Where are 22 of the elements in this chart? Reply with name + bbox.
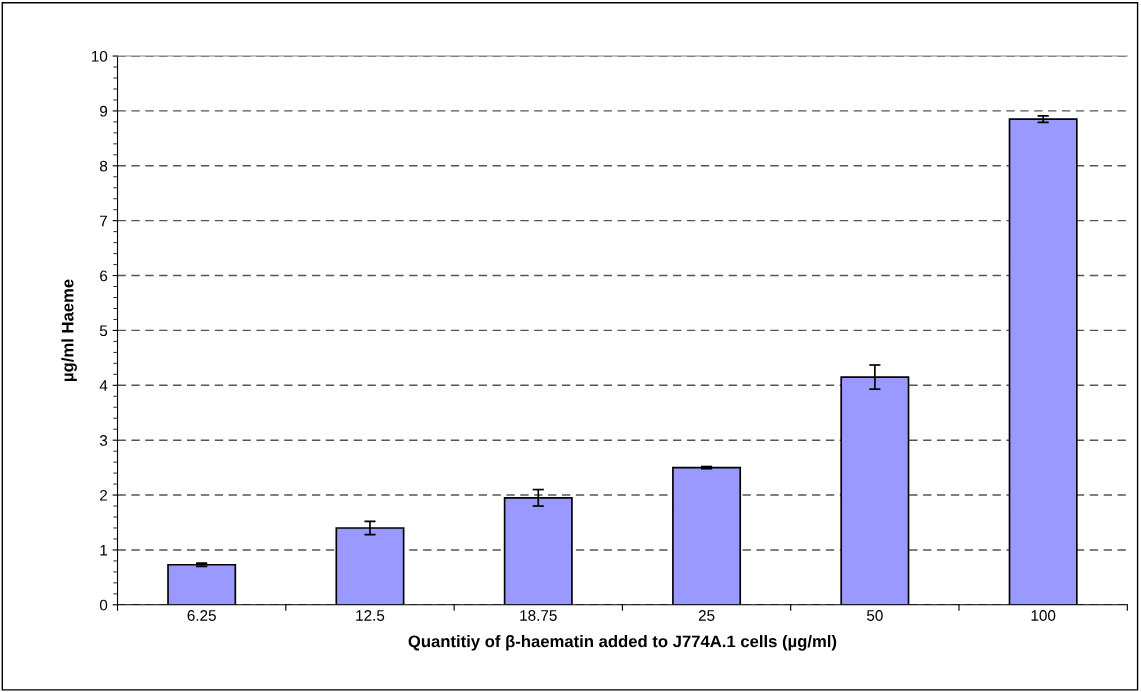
y-tick-label: 7 bbox=[100, 215, 108, 227]
y-tick-label: 0 bbox=[99, 599, 108, 611]
x-tick-label: 6.25 bbox=[187, 610, 216, 621]
x-tick-label: 18.75 bbox=[520, 610, 557, 621]
y-tick-label: 1 bbox=[100, 544, 108, 556]
x-tick-label: 100 bbox=[1031, 610, 1056, 621]
y-tick-label: 9 bbox=[100, 105, 108, 117]
bar bbox=[672, 466, 742, 605]
y-tick-label: 4 bbox=[99, 380, 108, 391]
y-tick-label: 5 bbox=[99, 325, 108, 337]
x-tick-label: 25 bbox=[698, 610, 715, 621]
bar bbox=[1008, 118, 1078, 605]
y-axis-title: µg/ml Haeme bbox=[61, 279, 77, 381]
bar bbox=[167, 563, 237, 605]
x-tick-label: 50 bbox=[866, 610, 883, 621]
y-tick-label: 10 bbox=[91, 50, 108, 62]
y-tick-label: 8 bbox=[99, 160, 108, 172]
y-tick-label: 2 bbox=[100, 489, 108, 501]
x-tick-label: 12.5 bbox=[356, 610, 385, 621]
y-tick-label: 6 bbox=[100, 270, 108, 282]
x-axis-title: Quantitiy of β-haematin added to J774A.1 cells (µg/ml) bbox=[408, 635, 837, 651]
y-tick-label: 3 bbox=[99, 435, 108, 446]
